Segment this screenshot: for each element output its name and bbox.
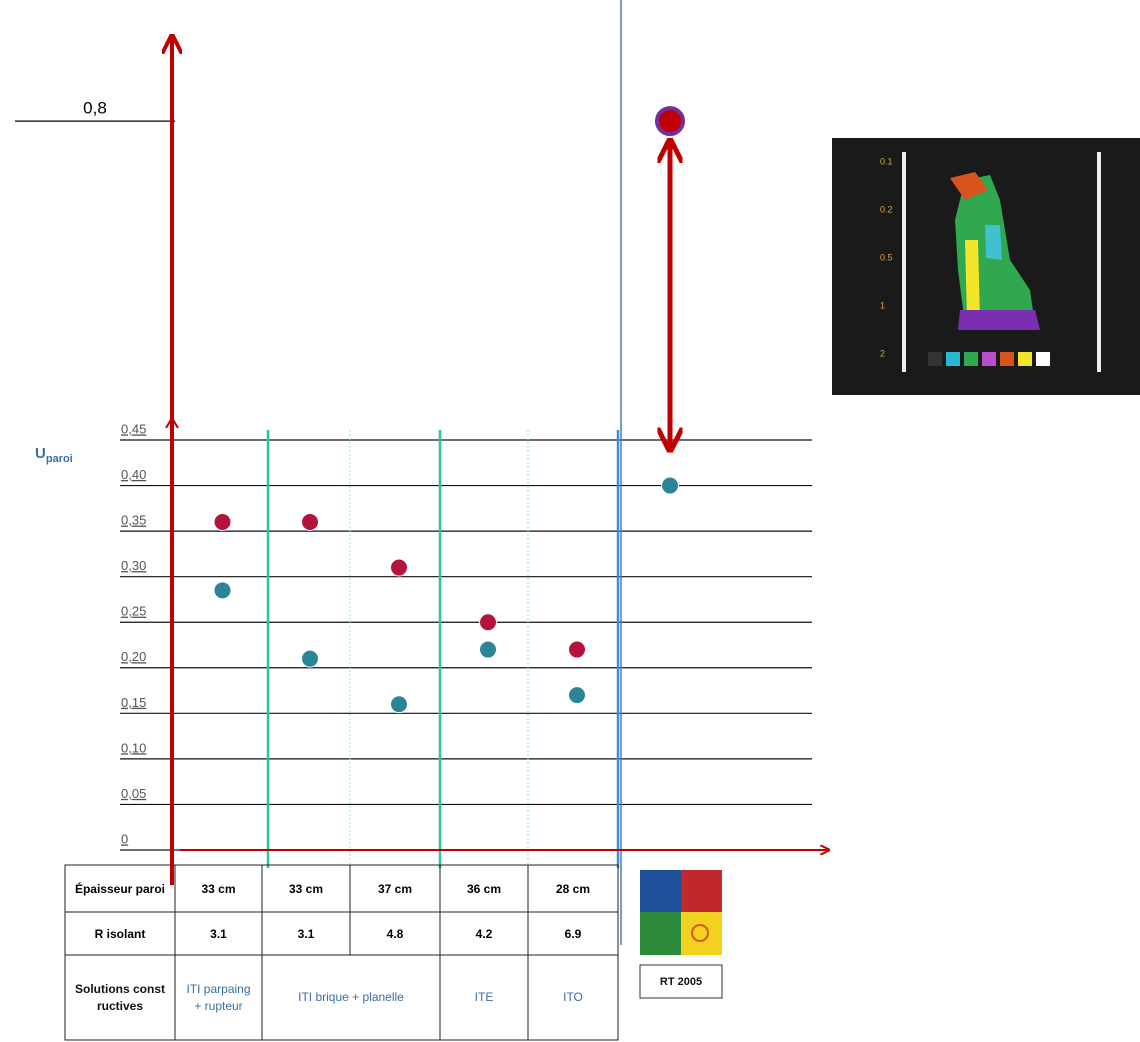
thermal-scale-label: 2	[880, 348, 885, 358]
table-cell-text: 33 cm	[288, 881, 324, 896]
table-cell-text: 3.1	[210, 926, 227, 941]
axis-break-arrow	[165, 416, 179, 429]
point	[390, 558, 408, 577]
table-cell: 4.2	[475, 926, 493, 941]
point	[213, 581, 232, 600]
point	[301, 513, 319, 531]
table-cell: 3.1	[210, 926, 227, 941]
y-axis-label: Uparoi	[35, 445, 73, 465]
table-cell-text: Épaisseur paroi	[74, 881, 166, 896]
table-cell: 33 cm	[288, 881, 324, 896]
y-tick-label: 0	[121, 831, 128, 846]
thermal-image	[832, 138, 1140, 395]
table-cell-text: 4.2	[475, 926, 493, 941]
table-cell: 36 cm	[466, 881, 502, 896]
table-cell: R isolant	[94, 926, 146, 941]
y-axis-label-sub: paroi	[46, 453, 73, 465]
table-cell-text: Solutions constructives	[75, 981, 165, 1013]
point	[568, 640, 586, 659]
thermal-scale-label: 0.1	[880, 156, 893, 166]
point	[479, 640, 497, 659]
y-tick-label: 0,05	[121, 786, 146, 801]
table-cell-text: 37 cm	[377, 881, 413, 896]
point	[213, 513, 232, 531]
table-cell: ITI parpaing + rupteur	[186, 981, 251, 1013]
table-cell: Solutions constructives	[75, 981, 165, 1013]
table-cell-text: 3.1	[297, 926, 315, 941]
table-frame	[64, 864, 619, 1041]
table-cell-text: ITE	[474, 990, 494, 1004]
y-tick-label: 0,30	[121, 558, 146, 573]
table-cell: 6.9	[564, 926, 582, 941]
y-tick-label: 0,10	[121, 740, 146, 755]
thermal-scale-label: 1	[880, 300, 885, 310]
table-cell-text: R isolant	[94, 926, 146, 941]
table-cell: 4.8	[386, 926, 404, 941]
y-tick-label: 0,25	[121, 604, 146, 619]
point	[655, 106, 685, 137]
table-cell: Épaisseur paroi	[74, 881, 166, 896]
y-tick-label: 0,15	[121, 695, 146, 710]
thermal-scale: 0.1 0.2 0.5 1 2	[880, 156, 893, 358]
point	[568, 686, 586, 705]
thermal-scale-label: 0.2	[880, 204, 893, 214]
reference-label: RT 2005	[660, 976, 702, 988]
table-cell-text: 33 cm	[201, 881, 236, 896]
table-cell-text: 28 cm	[555, 881, 591, 896]
point	[661, 476, 679, 495]
table-cell: 37 cm	[377, 881, 413, 896]
table-cell-text: ITI parpaing + rupteur	[186, 981, 251, 1013]
table-cell-text: 4.8	[386, 926, 404, 941]
y-axis-label-main: U	[35, 445, 46, 462]
table-cell-text: 36 cm	[466, 881, 502, 896]
point	[301, 649, 319, 668]
table-cell-text: 6.9	[564, 926, 582, 941]
top-tick-label: 0,8	[83, 99, 107, 118]
table-cell: ITE	[474, 990, 494, 1004]
y-tick-label: 0,35	[121, 513, 146, 528]
table-cell-text: ITI brique + planelle	[298, 990, 404, 1004]
reference-box	[639, 964, 723, 999]
y-tick-label: 0,45	[121, 421, 146, 436]
y-tick-label: 0,40	[121, 467, 146, 482]
table-cell: ITI brique + planelle	[298, 990, 404, 1004]
table-cell: 3.1	[297, 926, 315, 941]
point	[390, 695, 408, 714]
thermal-scale-label: 0.5	[880, 252, 893, 262]
table-cell: ITO	[563, 990, 583, 1004]
table-cell-text: ITO	[563, 990, 583, 1004]
logo	[640, 870, 722, 955]
table-cell: 33 cm	[201, 881, 236, 896]
table-cell: 28 cm	[555, 881, 591, 896]
y-tick-label: 0,20	[121, 649, 146, 664]
point	[479, 613, 497, 632]
